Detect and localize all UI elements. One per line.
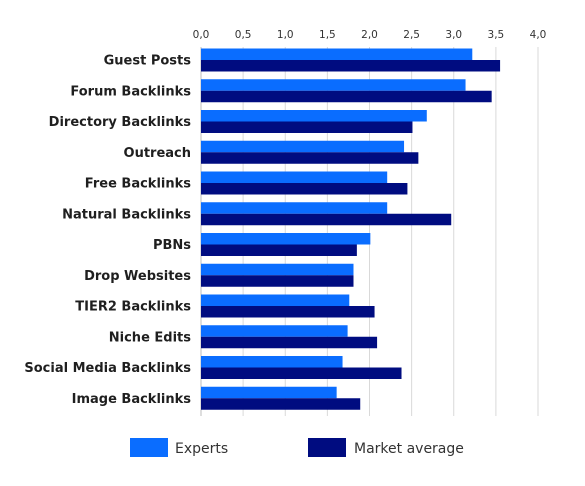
bar-market-average xyxy=(201,398,361,410)
bar-experts xyxy=(201,48,473,60)
category-label: Drop Websites xyxy=(84,269,191,284)
bar-market-average xyxy=(201,121,413,133)
x-tick-label: 0,5 xyxy=(235,29,252,41)
category-label: Guest Posts xyxy=(104,54,192,69)
chart-grid xyxy=(200,47,539,416)
category-label: Image Backlinks xyxy=(72,392,192,407)
x-tick-label: 4,0 xyxy=(530,29,547,41)
x-tick-label: 1,5 xyxy=(319,29,336,41)
x-tick-label: 1,0 xyxy=(277,29,294,41)
bar-market-average xyxy=(201,336,378,349)
bar-market-average xyxy=(201,183,408,195)
bar-market-average xyxy=(201,367,402,379)
bar-experts xyxy=(201,233,371,245)
chart-legend: Experts Market average xyxy=(130,438,464,457)
bar-experts xyxy=(201,140,405,153)
x-axis-ticks: 0,0 0,5 1,0 1,5 2,0 2,5 3,0 3,5 4,0 xyxy=(193,29,547,41)
category-label: Natural Backlinks xyxy=(62,207,191,222)
bar-market-average xyxy=(201,306,375,318)
chart-bars xyxy=(201,48,501,410)
bar-experts xyxy=(201,79,466,91)
legend-label-market-average: Market average xyxy=(354,441,464,457)
category-label: Social Media Backlinks xyxy=(24,361,191,376)
bar-experts xyxy=(201,171,388,183)
bar-market-average xyxy=(201,90,492,103)
legend-swatch-experts xyxy=(130,438,168,457)
bar-experts xyxy=(201,294,350,306)
bar-experts xyxy=(201,356,343,368)
legend-label-experts: Experts xyxy=(175,441,228,457)
y-axis-categories: Guest Posts Forum Backlinks Directory Back… xyxy=(24,54,191,407)
bar-experts xyxy=(201,325,348,337)
category-label: Outreach xyxy=(124,146,191,161)
legend-swatch-market-average xyxy=(308,438,346,457)
category-label: Free Backlinks xyxy=(85,177,191,192)
bar-market-average xyxy=(201,60,501,72)
category-label: TIER2 Backlinks xyxy=(75,300,191,315)
x-tick-label: 3,0 xyxy=(445,29,462,41)
bar-experts xyxy=(201,263,354,276)
x-tick-label: 0,0 xyxy=(193,29,210,41)
bar-experts xyxy=(201,110,427,122)
bar-experts xyxy=(201,202,388,214)
category-label: PBNs xyxy=(153,238,191,253)
bar-experts xyxy=(201,386,337,399)
bar-market-average xyxy=(201,275,354,287)
bar-market-average xyxy=(201,213,452,226)
x-tick-label: 2,0 xyxy=(361,29,378,41)
category-label: Niche Edits xyxy=(109,330,191,345)
category-label: Forum Backlinks xyxy=(70,84,191,99)
category-label: Directory Backlinks xyxy=(49,115,192,130)
bar-market-average xyxy=(201,152,419,164)
x-tick-label: 3,5 xyxy=(488,29,505,41)
bar-market-average xyxy=(201,244,357,256)
x-tick-label: 2,5 xyxy=(403,29,420,41)
